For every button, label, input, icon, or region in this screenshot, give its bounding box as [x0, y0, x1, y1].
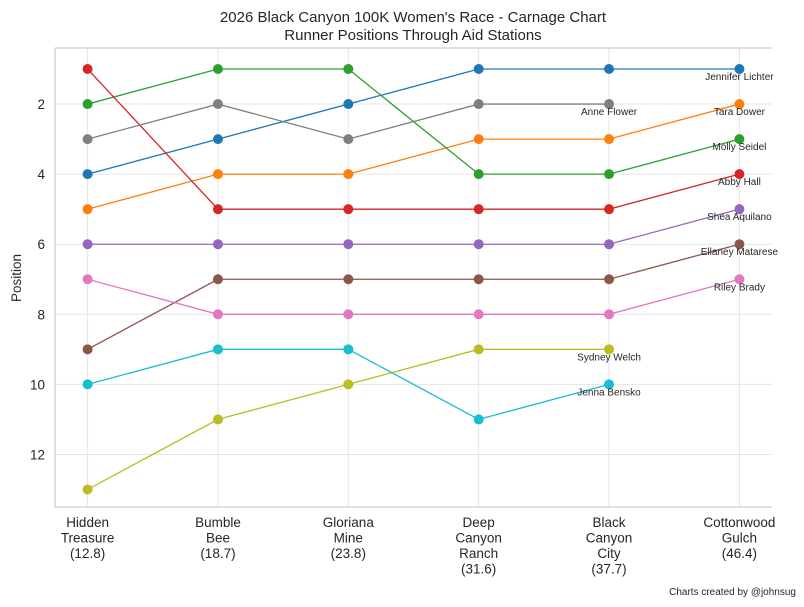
chart-subtitle: Runner Positions Through Aid Stations: [284, 27, 541, 44]
point-abby-hall: [212, 204, 223, 215]
point-riley-brady: [82, 274, 93, 285]
y-tick-labels: 2 4 6 8 10 12: [30, 97, 46, 462]
runner-label-ellaney-matarese: Ellaney Matarese: [701, 247, 779, 258]
point-jenna-bensko: [343, 344, 354, 355]
y-tick-label: 10: [30, 377, 45, 392]
point-ellaney-matarese: [343, 274, 354, 285]
point-tara-dower: [212, 169, 223, 180]
series-line-ellaney-matarese: [87, 243, 740, 350]
point-molly-seidel: [473, 169, 484, 180]
x-tick-label: Cottonwood Gulch (46.4): [703, 515, 775, 561]
y-tick-label: 6: [37, 237, 45, 252]
x-tick-label: Gloriana Mine (23.8): [323, 515, 375, 561]
series-line-jennifer-lichter: [87, 68, 740, 175]
point-molly-seidel: [212, 64, 223, 75]
runner-label-shea-aquilano: Shea Aquilano: [707, 212, 772, 223]
point-shea-aquilano: [212, 239, 223, 250]
point-ellaney-matarese: [734, 239, 745, 250]
point-sydney-welch: [604, 344, 615, 355]
point-jennifer-lichter: [212, 134, 223, 145]
point-jenna-bensko: [473, 414, 484, 425]
point-anne-flower: [82, 134, 93, 145]
axes-spines: [54, 47, 772, 508]
y-tick-label: 8: [37, 307, 45, 322]
runner-label-riley-brady: Riley Brady: [714, 282, 765, 293]
point-jennifer-lichter: [82, 169, 93, 180]
point-sydney-welch: [82, 484, 93, 495]
point-tara-dower: [604, 134, 615, 145]
point-ellaney-matarese: [473, 274, 484, 285]
point-jenna-bensko: [82, 379, 93, 390]
point-jennifer-lichter: [734, 64, 745, 75]
runner-label-anne-flower: Anne Flower: [581, 107, 638, 118]
point-molly-seidel: [82, 99, 93, 110]
point-sydney-welch: [343, 379, 354, 390]
runner-label-sydney-welch: Sydney Welch: [577, 352, 641, 363]
runner-label-jenna-bensko: Jenna Bensko: [577, 387, 641, 398]
chart-title: 2026 Black Canyon 100K Women's Race - Ca…: [220, 9, 607, 26]
y-tick-label: 4: [37, 167, 45, 182]
x-tick-label: Deep Canyon Ranch (31.6): [455, 515, 502, 577]
point-riley-brady: [343, 309, 354, 320]
point-tara-dower: [82, 204, 93, 215]
point-jennifer-lichter: [473, 64, 484, 75]
point-molly-seidel: [604, 169, 615, 180]
point-jenna-bensko: [604, 379, 615, 390]
point-molly-seidel: [343, 64, 354, 75]
series-line-abby-hall: [87, 68, 740, 210]
y-tick-label: 2: [37, 97, 45, 112]
x-tick-labels: Hidden Treasure (12.8) Bumble Bee (18.7) Glori…: [61, 515, 776, 577]
series-line-riley-brady: [87, 278, 740, 315]
point-abby-hall: [604, 204, 615, 215]
point-anne-flower: [604, 99, 615, 110]
series-lines: [82, 64, 745, 495]
x-tick-label: Bumble Bee (18.7): [195, 515, 241, 561]
point-shea-aquilano: [734, 204, 745, 215]
point-riley-brady: [473, 309, 484, 320]
series-line-shea-aquilano: [87, 208, 740, 245]
point-ellaney-matarese: [82, 344, 93, 355]
point-tara-dower: [343, 169, 354, 180]
point-sydney-welch: [473, 344, 484, 355]
point-shea-aquilano: [604, 239, 615, 250]
point-tara-dower: [734, 99, 745, 110]
point-riley-brady: [212, 309, 223, 320]
x-tick-label: Black Canyon City (37.7): [586, 515, 633, 577]
y-tick-label: 12: [30, 447, 45, 462]
gridlines: [55, 48, 772, 507]
point-jennifer-lichter: [343, 99, 354, 110]
point-anne-flower: [212, 99, 223, 110]
point-jennifer-lichter: [604, 64, 615, 75]
x-tick-label: Hidden Treasure (12.8): [61, 515, 115, 561]
point-molly-seidel: [734, 134, 745, 145]
point-shea-aquilano: [343, 239, 354, 250]
point-shea-aquilano: [473, 239, 484, 250]
point-ellaney-matarese: [212, 274, 223, 285]
point-abby-hall: [82, 64, 93, 75]
series-line-tara-dower: [87, 103, 740, 210]
point-sydney-welch: [212, 414, 223, 425]
point-abby-hall: [343, 204, 354, 215]
runner-labels: Jennifer Lichter Tara Dower Molly Seidel Ab…: [577, 72, 778, 398]
point-abby-hall: [734, 169, 745, 180]
runner-label-jennifer-lichter: Jennifer Lichter: [705, 72, 774, 83]
credit-text: Charts created by @johnsug: [669, 587, 796, 598]
point-anne-flower: [343, 134, 354, 145]
point-tara-dower: [473, 134, 484, 145]
runner-label-tara-dower: Tara Dower: [714, 107, 766, 118]
point-shea-aquilano: [82, 239, 93, 250]
point-abby-hall: [473, 204, 484, 215]
point-riley-brady: [734, 274, 745, 285]
y-axis-label: Position: [9, 254, 24, 302]
point-jenna-bensko: [212, 344, 223, 355]
point-ellaney-matarese: [604, 274, 615, 285]
runner-label-abby-hall: Abby Hall: [718, 177, 761, 188]
point-anne-flower: [473, 99, 484, 110]
runner-label-molly-seidel: Molly Seidel: [712, 142, 766, 153]
point-riley-brady: [604, 309, 615, 320]
